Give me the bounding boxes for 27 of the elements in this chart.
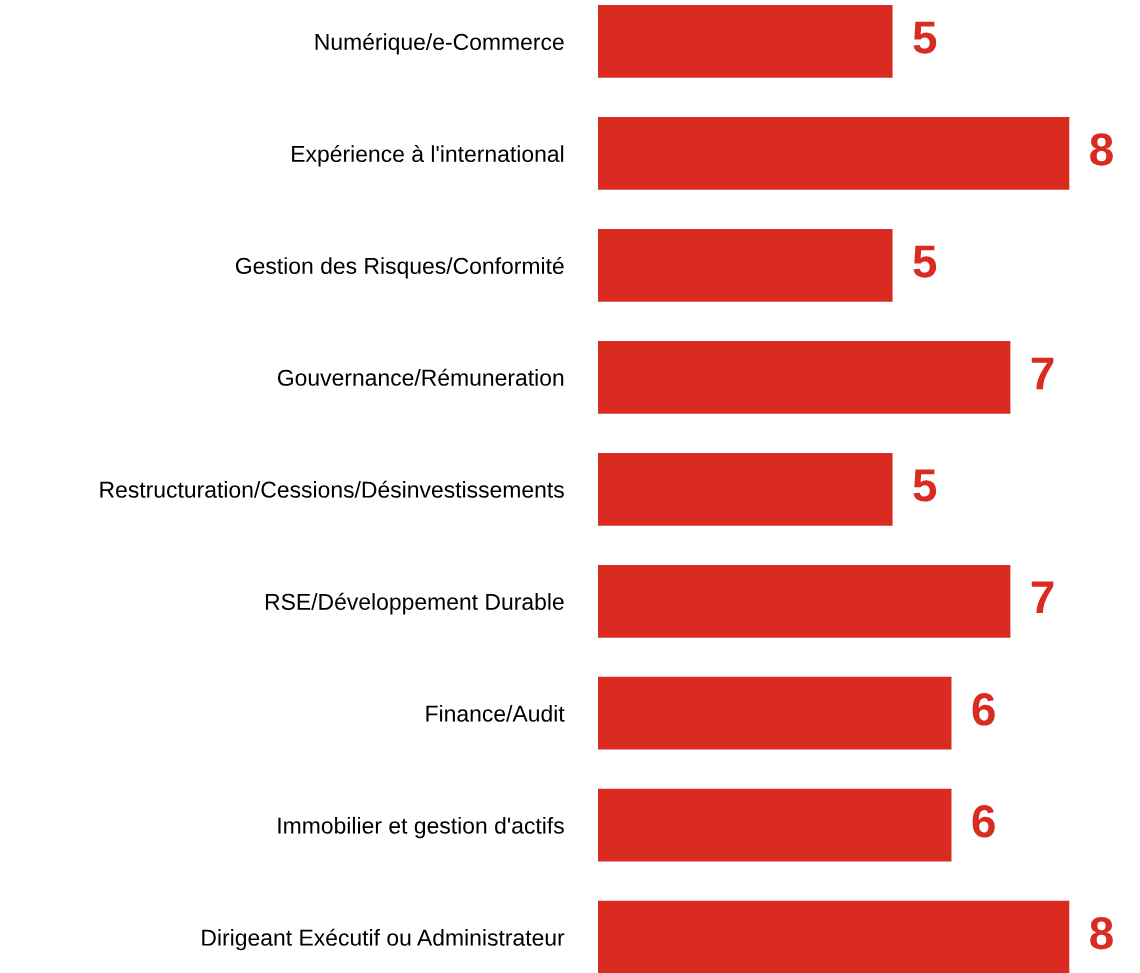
data-label: 6: [972, 805, 995, 838]
data-label: 8: [1090, 133, 1113, 166]
y-tick-label: Expérience à l'international: [292, 144, 564, 167]
data-label: 8: [1090, 917, 1113, 950]
y-tick-label: Gestion des Risques/Conformité: [235, 256, 564, 279]
data-label: 7: [1031, 581, 1054, 614]
bar: [598, 452, 893, 526]
y-tick-label: Restructuration/Cessions/Désinvestissements: [100, 480, 564, 498]
data-label: 5: [913, 21, 937, 54]
bar: [598, 900, 1070, 973]
data-label: 5: [913, 469, 937, 502]
data-label: 5: [913, 245, 937, 278]
bar: [598, 228, 893, 302]
bar: [598, 564, 1011, 638]
y-tick-label: Immobilier et gestion d'actifs: [278, 816, 564, 839]
bar: [598, 340, 1011, 414]
bar: [598, 788, 952, 862]
bar: [598, 5, 893, 78]
bar: [598, 117, 1070, 190]
y-tick-label: Dirigeant Exécutif ou Administrateur: [202, 928, 565, 951]
data-label: 7: [1031, 357, 1054, 390]
y-tick-label: Gouvernance/Rémuneration: [277, 368, 564, 386]
y-tick-label: Finance/Audit: [426, 704, 565, 722]
y-tick-label: RSE/Développement Durable: [265, 592, 564, 615]
data-label: 6: [972, 693, 995, 726]
bar: [598, 676, 952, 750]
y-tick-label: Numérique/e-Commerce: [315, 32, 564, 55]
